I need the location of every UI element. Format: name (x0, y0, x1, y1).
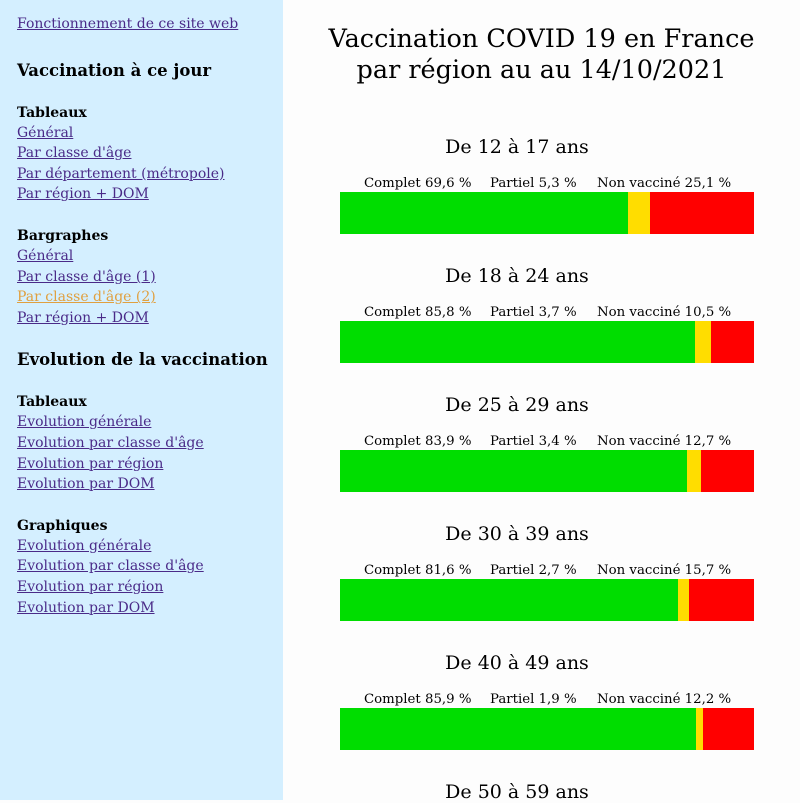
bar-labels: Complet 85,8 % Partiel 3,7 % Non vacciné 1… (340, 305, 754, 321)
main-content: Vaccination COVID 19 en France par régio… (283, 0, 800, 803)
label-non-vaccine: Non vacciné 15,7 % (597, 563, 732, 578)
age-group-title: De 12 à 17 ans (445, 136, 589, 158)
age-group-title: De 30 à 39 ans (445, 523, 589, 545)
link-tables-by-region[interactable]: Par région + DOM (17, 186, 149, 203)
age-group-title: De 25 à 29 ans (445, 394, 589, 416)
label-complet: Complet 85,8 % (364, 305, 472, 320)
bar-segment-complet (340, 708, 696, 750)
bar-segment-non-vaccine (703, 708, 754, 750)
bar-segment-complet (340, 192, 629, 234)
link-site-info[interactable]: Fonctionnement de ce site web (17, 16, 239, 32)
link-evo-graphs-by-dom[interactable]: Evolution par DOM (17, 599, 155, 616)
link-evo-graphs-general[interactable]: Evolution générale (17, 537, 152, 554)
bar-segment-non-vaccine (688, 579, 754, 621)
link-bargraphs-by-region[interactable]: Par région + DOM (17, 309, 149, 326)
stacked-bar (340, 708, 754, 750)
section-title-evolution: Evolution de la vaccination (17, 350, 268, 370)
age-group-title: De 40 à 49 ans (445, 652, 589, 674)
page-title-line-1: Vaccination COVID 19 en France (328, 24, 755, 54)
label-complet: Complet 69,6 % (364, 176, 472, 191)
label-partiel: Partiel 3,4 % (490, 434, 577, 449)
stacked-bar (340, 450, 754, 492)
bar-segment-complet (340, 579, 678, 621)
label-partiel: Partiel 3,7 % (490, 305, 577, 320)
label-complet: Complet 81,6 % (364, 563, 472, 578)
link-bargraphs-general[interactable]: Général (17, 247, 74, 264)
group-title-graphs: Graphiques (17, 517, 108, 534)
label-non-vaccine: Non vacciné 12,2 % (597, 692, 732, 707)
bar-labels: Complet 83,9 % Partiel 3,4 % Non vacciné 1… (340, 434, 754, 450)
bar-segment-complet (340, 450, 688, 492)
label-non-vaccine: Non vacciné 12,7 % (597, 434, 732, 449)
link-tables-by-age[interactable]: Par classe d'âge (17, 145, 132, 162)
age-group-title: De 18 à 24 ans (445, 265, 589, 287)
group-title-tables-today: Tableaux (17, 104, 87, 121)
link-evo-tables-by-dom[interactable]: Evolution par DOM (17, 476, 155, 493)
link-bargraphs-by-age-1[interactable]: Par classe d'âge (1) (17, 268, 156, 285)
label-partiel: Partiel 2,7 % (490, 563, 577, 578)
bar-segment-non-vaccine (650, 192, 754, 234)
stacked-bar (340, 192, 754, 234)
stacked-bar (340, 579, 754, 621)
link-tables-by-department[interactable]: Par département (métropole) (17, 165, 225, 182)
bar-segment-partiel (695, 321, 711, 363)
bar-labels: Complet 85,9 % Partiel 1,9 % Non vacciné 1… (340, 692, 754, 708)
link-evo-tables-by-region[interactable]: Evolution par région (17, 455, 164, 472)
bar-segment-non-vaccine (701, 450, 754, 492)
bar-segment-partiel (677, 579, 689, 621)
bar-labels: Complet 69,6 % Partiel 5,3 % Non vacciné 2… (340, 176, 754, 192)
group-title-tables-evolution: Tableaux (17, 394, 87, 411)
link-evo-tables-by-age[interactable]: Evolution par classe d'âge (17, 434, 204, 451)
page-title-line-2: par région au au 14/10/2021 (356, 55, 727, 85)
link-tables-general[interactable]: Général (17, 124, 74, 141)
bar-segment-complet (340, 321, 696, 363)
section-title-today: Vaccination à ce jour (17, 60, 212, 80)
label-partiel: Partiel 5,3 % (490, 176, 577, 191)
link-evo-graphs-by-region[interactable]: Evolution par région (17, 578, 164, 595)
group-title-bargraphs: Bargraphes (17, 227, 109, 244)
page-title: Vaccination COVID 19 en France par régio… (283, 24, 800, 86)
link-evo-tables-general[interactable]: Evolution générale (17, 414, 152, 431)
bar-segment-non-vaccine (710, 321, 754, 363)
age-group-title: De 50 à 59 ans (445, 781, 589, 803)
label-non-vaccine: Non vacciné 25,1 % (597, 176, 732, 191)
label-complet: Complet 83,9 % (364, 434, 472, 449)
link-evo-graphs-by-age[interactable]: Evolution par classe d'âge (17, 558, 204, 575)
label-partiel: Partiel 1,9 % (490, 692, 577, 707)
stacked-bar (340, 321, 754, 363)
label-non-vaccine: Non vacciné 10,5 % (597, 305, 732, 320)
link-bargraphs-by-age-2[interactable]: Par classe d'âge (2) (17, 289, 156, 306)
bar-segment-partiel (628, 192, 651, 234)
bar-segment-partiel (687, 450, 702, 492)
bar-labels: Complet 81,6 % Partiel 2,7 % Non vacciné 1… (340, 563, 754, 579)
label-complet: Complet 85,9 % (364, 692, 472, 707)
sidebar: Fonctionnement de ce site web Vaccinatio… (0, 0, 283, 800)
bar-segment-partiel (695, 708, 704, 750)
